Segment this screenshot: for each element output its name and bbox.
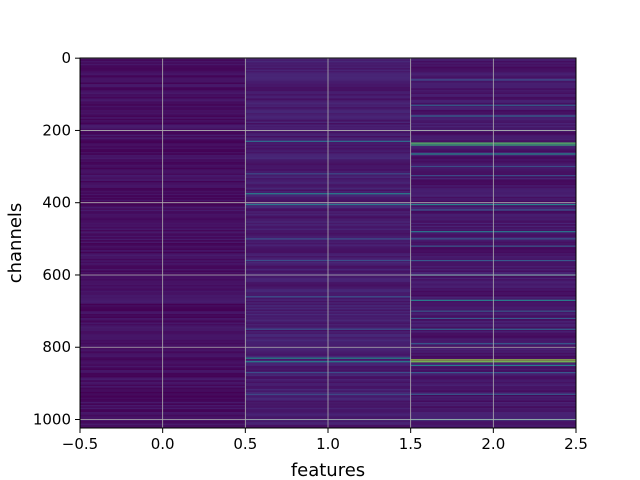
y-tick-label: 400 [42,194,71,212]
y-axis: 0 200 400 600 800 1000 [33,49,80,429]
x-tick-label: 2.5 [564,435,588,453]
y-tick-label: 200 [42,121,71,139]
y-tick-label: 600 [42,266,71,284]
x-tick-label: 1.5 [399,435,423,453]
x-tick-label: 2.0 [481,435,505,453]
x-tick-label: −0.5 [62,435,98,453]
y-tick-label: 800 [42,338,71,356]
x-tick-label: 0.5 [233,435,257,453]
x-tick-label: 0.0 [151,435,175,453]
x-tick-label: 1.0 [316,435,340,453]
y-axis-label: channels [5,203,26,284]
y-tick-label: 0 [61,49,71,67]
grid-lines [79,57,577,428]
y-tick-label: 1000 [33,411,71,429]
x-axis: −0.5 0.0 0.5 1.0 1.5 2.0 2.5 [62,428,588,453]
x-axis-label: features [291,460,365,480]
